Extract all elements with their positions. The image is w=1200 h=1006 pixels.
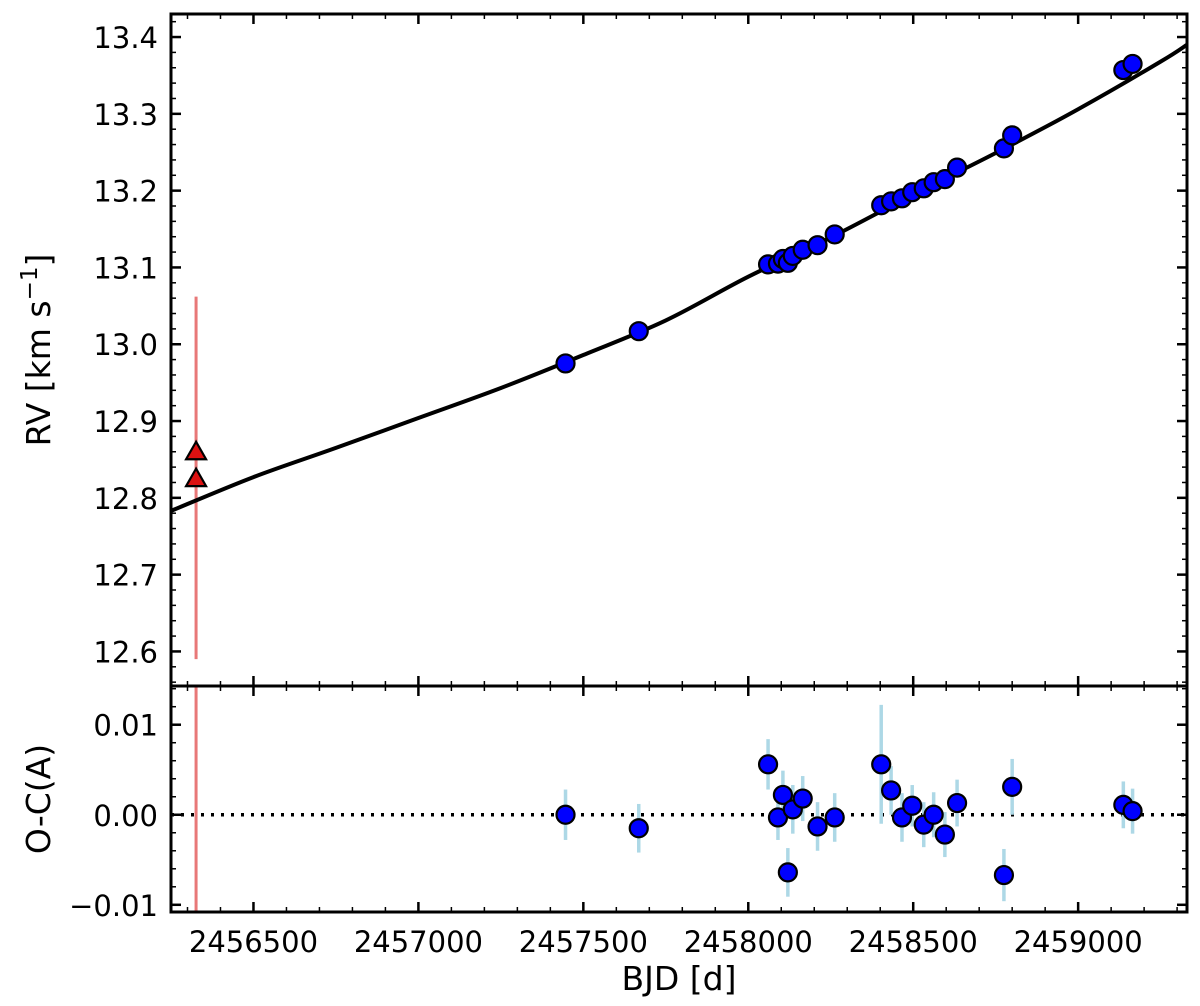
residual-point xyxy=(902,795,923,816)
y-tick-label-bottom: 0.01 xyxy=(93,709,158,743)
rv-data-point xyxy=(807,235,828,256)
residual-point xyxy=(946,792,968,814)
rv-data-point xyxy=(824,224,845,245)
y-tick-label-top: 12.8 xyxy=(93,482,158,516)
bottom-plot-area xyxy=(171,686,1187,912)
model-curve xyxy=(171,43,1187,513)
rv-data-point xyxy=(946,157,968,178)
residual-point xyxy=(993,864,1015,886)
y-axis-label-bottom: O-C(A) xyxy=(19,744,58,854)
y-tick-label-top: 13.2 xyxy=(93,175,158,209)
x-tick-label: 2456500 xyxy=(189,925,318,959)
y-tick-label-top: 13.0 xyxy=(93,328,158,362)
rv-reference-point xyxy=(184,466,208,488)
y-axis-label-top: RV [km s−1] xyxy=(17,254,58,447)
x-tick-label: 2457500 xyxy=(519,925,648,959)
residual-point xyxy=(757,754,779,775)
residual-point xyxy=(923,804,944,825)
rv-panel-data xyxy=(171,43,1187,660)
residual-point xyxy=(777,862,798,883)
x-axis-label: BJD [d] xyxy=(622,959,737,998)
residual-point xyxy=(1002,776,1023,797)
y-tick-label-bottom: 0.00 xyxy=(93,799,158,833)
y-tick-label-top: 12.7 xyxy=(93,559,158,593)
residual-point xyxy=(881,780,902,801)
bottom-panel-frame xyxy=(169,684,1189,914)
y-tick-label-top: 12.9 xyxy=(93,405,158,439)
residual-point xyxy=(1122,801,1143,822)
residual-point xyxy=(871,754,892,775)
y-tick-label-top: 13.4 xyxy=(93,21,158,55)
rv-data-point xyxy=(555,353,576,374)
rv-data-point xyxy=(1122,53,1143,75)
x-tick-label: 2458000 xyxy=(684,925,813,959)
tick-labels: 2456500 2457000 2457500 2458000 2458500 24590… xyxy=(69,21,1143,959)
y-tick-label-bottom: −0.01 xyxy=(69,889,158,923)
residual-point xyxy=(934,824,955,845)
residual-point xyxy=(772,784,794,806)
rv-data-point xyxy=(628,321,649,342)
x-tick-label: 2459000 xyxy=(1014,925,1143,959)
residual-point xyxy=(824,807,845,828)
residual-panel-data xyxy=(171,686,1187,912)
y-tick-label-top: 13.3 xyxy=(93,98,158,132)
rv-data-point xyxy=(934,169,955,190)
rv-reference-point xyxy=(184,439,208,461)
top-plot-area xyxy=(171,14,1187,686)
residual-point xyxy=(628,818,649,839)
residual-point xyxy=(792,788,813,809)
x-tick-label: 2458500 xyxy=(849,925,978,959)
y-tick-label-top: 12.6 xyxy=(93,635,158,669)
y-tick-label-top: 13.1 xyxy=(93,251,158,285)
rv-data-point xyxy=(1002,125,1023,146)
residual-point xyxy=(555,804,576,825)
residual-point xyxy=(807,816,828,837)
x-tick-label: 2457000 xyxy=(354,925,483,959)
